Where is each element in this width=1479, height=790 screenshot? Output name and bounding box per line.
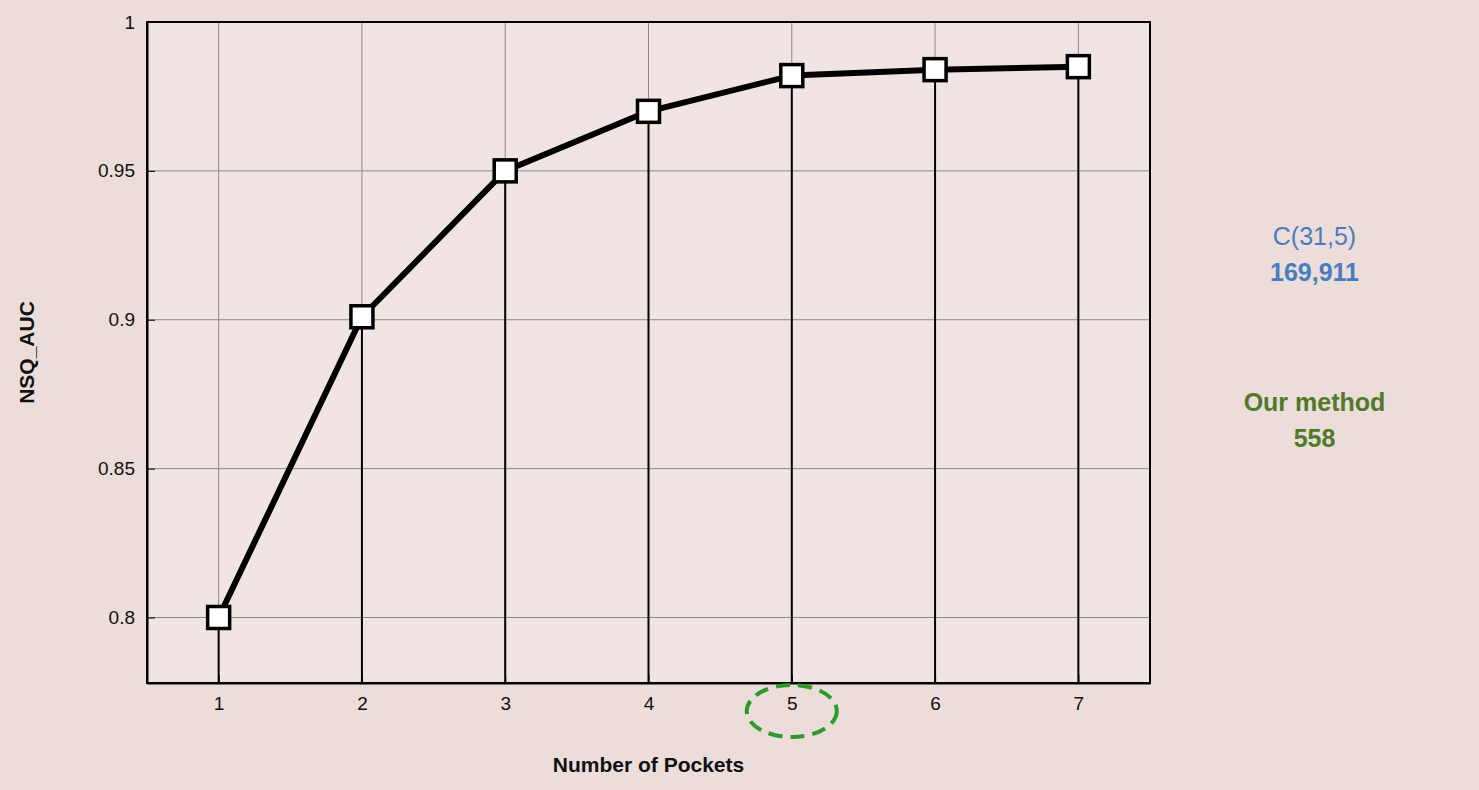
grid-line-x (935, 22, 936, 683)
y-tick-mark (147, 320, 155, 321)
x-axis: 1 2 3 4 5 6 7 (148, 675, 1151, 714)
chart: 1 2 3 4 5 6 7 0.8 0.85 0.9 0.95 1 Number of Pockets N… (0, 0, 1479, 790)
y-tick-label: 1 (124, 12, 135, 33)
x-tick: 1 (214, 675, 225, 714)
x-tick-label: 7 (1074, 693, 1085, 714)
annotation: Our method (1244, 388, 1386, 416)
y-tick-label: 0.85 (98, 458, 135, 479)
marker (494, 160, 516, 182)
x-axis-title: Number of Pockets (553, 753, 744, 776)
marker (781, 65, 803, 87)
x-tick: 5 (787, 675, 798, 714)
grid-line-x (505, 22, 506, 683)
y-tick: 1 (124, 12, 155, 33)
frame (147, 22, 1150, 683)
drop-line (361, 317, 363, 683)
y-tick-mark (147, 617, 155, 618)
marker (924, 59, 946, 81)
x-tick-label: 1 (214, 693, 225, 714)
x-tick-label: 4 (644, 693, 655, 714)
drop-line (791, 76, 793, 683)
x-tick: 2 (357, 675, 368, 714)
grid-line-x (361, 22, 362, 683)
x-tick-label: 6 (930, 693, 941, 714)
x-tick-mark (792, 675, 793, 683)
drop-line (648, 111, 650, 683)
y-axis: 0.8 0.85 0.9 0.95 1 (98, 12, 155, 684)
x-tick-label: 2 (357, 693, 368, 714)
y-tick-label: 0.8 (109, 607, 135, 628)
plot-background (147, 22, 1150, 683)
y-tick: 0.9 (109, 309, 155, 330)
y-axis-line (147, 23, 149, 684)
x-tick-mark (935, 675, 936, 683)
series (208, 56, 1090, 683)
drop-line (934, 70, 936, 683)
marker (1067, 56, 1089, 78)
grid-line-x (218, 22, 219, 683)
x-tick: 6 (930, 675, 941, 714)
annotation: 558 (1294, 424, 1336, 452)
y-axis-title: NSQ_AUC (15, 301, 38, 404)
y-tick-label: 0.9 (109, 309, 135, 330)
highlight-ellipse (747, 685, 837, 737)
grid (147, 22, 1150, 683)
line (219, 67, 1079, 618)
marker (208, 606, 230, 628)
marker (351, 306, 373, 328)
annotation: C(31,5) (1273, 222, 1356, 250)
plot: 1 2 3 4 5 6 7 0.8 0.85 0.9 0.95 1 (98, 12, 1150, 737)
annotation: 169,911 (1270, 258, 1359, 286)
x-tick-mark (505, 675, 506, 683)
x-tick: 7 (1074, 675, 1085, 714)
x-tick-mark (219, 675, 220, 683)
y-tick-mark (147, 469, 155, 470)
y-tick: 0.8 (109, 607, 155, 628)
x-tick: 4 (644, 675, 655, 714)
x-tick: 3 (500, 675, 511, 714)
y-tick: 0.95 (98, 160, 155, 181)
x-tick-label: 5 (787, 693, 798, 714)
y-tick-mark (147, 171, 155, 172)
x-tick-mark (362, 675, 363, 683)
x-tick-label: 3 (500, 693, 511, 714)
y-tick: 0.85 (98, 458, 155, 479)
drop-line (504, 171, 506, 683)
x-tick-mark (1078, 675, 1079, 683)
grid-line-x (1078, 22, 1079, 683)
x-tick-mark (649, 675, 650, 683)
grid-line-x (791, 22, 792, 683)
marker (638, 100, 660, 122)
y-tick-label: 0.95 (98, 160, 135, 181)
drop-line (1077, 67, 1079, 683)
y-tick-mark (147, 22, 155, 23)
